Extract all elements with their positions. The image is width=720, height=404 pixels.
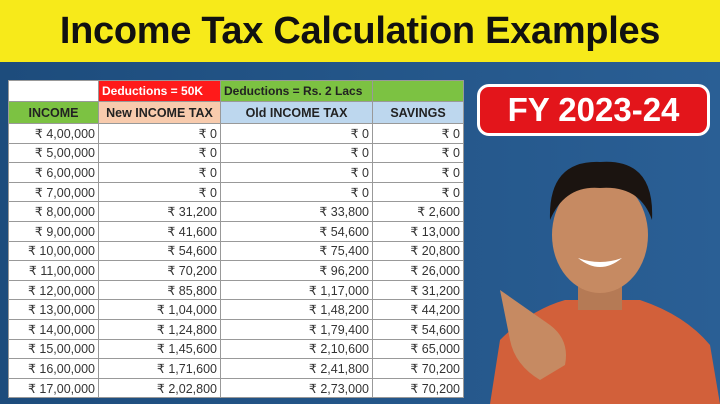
savings-cell: ₹ 2,600 xyxy=(372,201,464,222)
table-row: ₹ 5,00,000 ₹ 0 ₹ 0 ₹ 0 xyxy=(8,142,464,164)
table-row: ₹ 8,00,000 ₹ 31,200 ₹ 33,800 ₹ 2,600 xyxy=(8,201,464,222)
savings-cell: ₹ 44,200 xyxy=(372,299,464,320)
savings-cell: ₹ 20,800 xyxy=(372,240,464,262)
fiscal-year-badge: FY 2023-24 xyxy=(477,84,710,136)
new-tax-cell: ₹ 1,71,600 xyxy=(98,358,221,379)
savings-cell: ₹ 70,200 xyxy=(372,377,464,399)
smile xyxy=(578,258,622,267)
table-row: ₹ 14,00,000 ₹ 1,24,800 ₹ 1,79,400 ₹ 54,600 xyxy=(8,318,464,340)
income-cell: ₹ 5,00,000 xyxy=(8,142,99,164)
new-tax-cell: ₹ 41,600 xyxy=(98,220,221,242)
income-cell: ₹ 9,00,000 xyxy=(8,220,99,242)
table-row: ₹ 13,00,000 ₹ 1,04,000 ₹ 1,48,200 ₹ 44,200 xyxy=(8,299,464,320)
old-tax-cell: ₹ 75,400 xyxy=(220,240,373,262)
table-row: ₹ 15,00,000 ₹ 1,45,600 ₹ 2,10,600 ₹ 65,000 xyxy=(8,338,464,360)
new-tax-cell: ₹ 1,24,800 xyxy=(98,318,221,340)
income-cell: ₹ 4,00,000 xyxy=(8,123,99,144)
old-tax-cell: ₹ 0 xyxy=(220,181,373,203)
column-header: SAVINGS xyxy=(372,101,464,124)
new-tax-cell: ₹ 2,02,800 xyxy=(98,377,221,399)
income-cell: ₹ 15,00,000 xyxy=(8,338,99,360)
new-tax-cell: ₹ 54,600 xyxy=(98,240,221,262)
new-tax-cell: ₹ 0 xyxy=(98,123,221,144)
old-tax-cell: ₹ 2,41,800 xyxy=(220,358,373,379)
savings-cell: ₹ 13,000 xyxy=(372,220,464,242)
old-tax-cell: ₹ 96,200 xyxy=(220,260,373,281)
savings-cell: ₹ 54,600 xyxy=(372,318,464,340)
savings-cell: ₹ 0 xyxy=(372,162,464,183)
group-header: Deductions = 50K xyxy=(98,80,221,102)
income-cell: ₹ 16,00,000 xyxy=(8,358,99,379)
income-cell: ₹ 11,00,000 xyxy=(8,260,99,281)
table-row: ₹ 9,00,000 ₹ 41,600 ₹ 54,600 ₹ 13,000 xyxy=(8,220,464,242)
new-tax-cell: ₹ 70,200 xyxy=(98,260,221,281)
column-header-row: INCOME New INCOME TAX Old INCOME TAX SAV… xyxy=(8,101,464,124)
income-cell: ₹ 10,00,000 xyxy=(8,240,99,262)
new-tax-cell: ₹ 0 xyxy=(98,142,221,164)
table-row: ₹ 16,00,000 ₹ 1,71,600 ₹ 2,41,800 ₹ 70,200 xyxy=(8,358,464,379)
table-row: ₹ 12,00,000 ₹ 85,800 ₹ 1,17,000 ₹ 31,200 xyxy=(8,279,464,301)
old-tax-cell: ₹ 1,48,200 xyxy=(220,299,373,320)
column-header: Old INCOME TAX xyxy=(220,101,373,124)
income-cell: ₹ 12,00,000 xyxy=(8,279,99,301)
table-row: ₹ 17,00,000 ₹ 2,02,800 ₹ 2,73,000 ₹ 70,200 xyxy=(8,377,464,399)
savings-cell: ₹ 65,000 xyxy=(372,338,464,360)
table-row: ₹ 7,00,000 ₹ 0 ₹ 0 ₹ 0 xyxy=(8,181,464,203)
old-tax-cell: ₹ 33,800 xyxy=(220,201,373,222)
pointing-hand xyxy=(500,290,566,380)
old-tax-cell: ₹ 2,73,000 xyxy=(220,377,373,399)
table-row: ₹ 4,00,000 ₹ 0 ₹ 0 ₹ 0 xyxy=(8,123,464,144)
savings-cell: ₹ 0 xyxy=(372,142,464,164)
table-row: ₹ 10,00,000 ₹ 54,600 ₹ 75,400 ₹ 20,800 xyxy=(8,240,464,262)
column-header: INCOME xyxy=(8,101,99,124)
group-header: Deductions = Rs. 2 Lacs xyxy=(220,80,373,102)
savings-cell: ₹ 0 xyxy=(372,181,464,203)
old-tax-cell: ₹ 54,600 xyxy=(220,220,373,242)
income-cell: ₹ 13,00,000 xyxy=(8,299,99,320)
presenter-photo xyxy=(490,161,720,404)
income-cell: ₹ 17,00,000 xyxy=(8,377,99,399)
tax-table: Deductions = 50K Deductions = Rs. 2 Lacs… xyxy=(8,80,464,399)
income-cell: ₹ 6,00,000 xyxy=(8,162,99,183)
income-cell: ₹ 8,00,000 xyxy=(8,201,99,222)
thumbnail-title: Income Tax Calculation Examples xyxy=(0,0,720,62)
old-tax-cell: ₹ 0 xyxy=(220,142,373,164)
new-tax-cell: ₹ 0 xyxy=(98,162,221,183)
income-cell: ₹ 14,00,000 xyxy=(8,318,99,340)
new-tax-cell: ₹ 1,45,600 xyxy=(98,338,221,360)
savings-cell: ₹ 70,200 xyxy=(372,358,464,379)
group-header-row: Deductions = 50K Deductions = Rs. 2 Lacs xyxy=(8,80,464,102)
old-tax-cell: ₹ 1,17,000 xyxy=(220,279,373,301)
savings-cell: ₹ 0 xyxy=(372,123,464,144)
old-tax-cell: ₹ 1,79,400 xyxy=(220,318,373,340)
old-tax-cell: ₹ 0 xyxy=(220,162,373,183)
income-cell: ₹ 7,00,000 xyxy=(8,181,99,203)
savings-cell: ₹ 26,000 xyxy=(372,260,464,281)
group-header xyxy=(8,80,99,102)
new-tax-cell: ₹ 0 xyxy=(98,181,221,203)
table-row: ₹ 11,00,000 ₹ 70,200 ₹ 96,200 ₹ 26,000 xyxy=(8,260,464,281)
new-tax-cell: ₹ 31,200 xyxy=(98,201,221,222)
old-tax-cell: ₹ 2,10,600 xyxy=(220,338,373,360)
old-tax-cell: ₹ 0 xyxy=(220,123,373,144)
hair xyxy=(549,161,653,220)
table-row: ₹ 6,00,000 ₹ 0 ₹ 0 ₹ 0 xyxy=(8,162,464,183)
savings-cell: ₹ 31,200 xyxy=(372,279,464,301)
column-header: New INCOME TAX xyxy=(98,101,221,124)
new-tax-cell: ₹ 1,04,000 xyxy=(98,299,221,320)
new-tax-cell: ₹ 85,800 xyxy=(98,279,221,301)
face xyxy=(552,177,648,293)
group-header xyxy=(372,80,464,102)
